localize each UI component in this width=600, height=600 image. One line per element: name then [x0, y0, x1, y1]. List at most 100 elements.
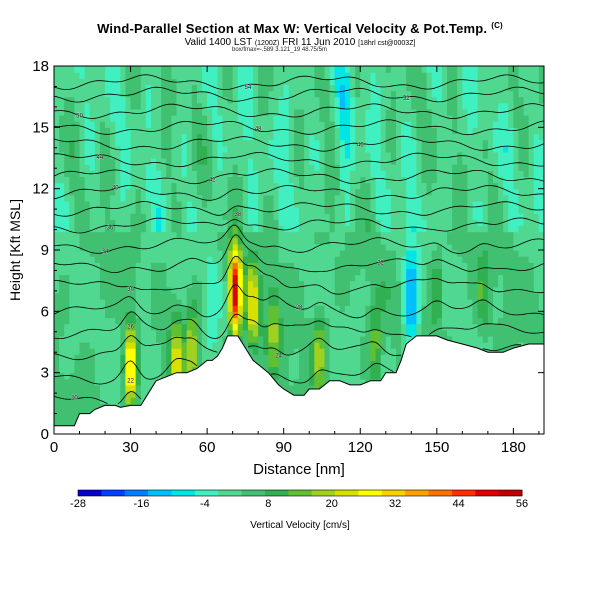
- velocity-cell: [293, 286, 300, 294]
- velocity-cell: [258, 311, 264, 319]
- velocity-cell: [441, 170, 448, 177]
- velocity-cell: [355, 286, 361, 294]
- velocity-cell: [110, 384, 116, 392]
- velocity-cell: [161, 329, 167, 337]
- velocity-cell: [145, 200, 152, 208]
- velocity-cell: [105, 102, 111, 110]
- velocity-cell: [79, 170, 86, 177]
- velocity-cell: [375, 329, 382, 337]
- velocity-cell: [365, 121, 372, 128]
- velocity-cell: [120, 115, 127, 122]
- velocity-cell: [390, 354, 397, 361]
- velocity-cell: [161, 170, 167, 177]
- velocity-cell: [467, 164, 474, 171]
- velocity-cell: [263, 219, 269, 227]
- velocity-cell: [74, 188, 81, 196]
- velocity-cell: [365, 225, 372, 233]
- velocity-cell: [84, 323, 91, 331]
- velocity-cell: [171, 121, 178, 128]
- velocity-cell: [74, 372, 81, 380]
- velocity-cell: [355, 121, 361, 128]
- velocity-cell: [196, 127, 203, 135]
- velocity-cell: [395, 176, 402, 184]
- velocity-cell: [426, 250, 433, 257]
- velocity-cell: [171, 360, 178, 368]
- velocity-cell: [457, 182, 463, 190]
- velocity-cell: [232, 102, 239, 110]
- velocity-cell: [222, 66, 229, 73]
- velocity-cell: [395, 280, 402, 288]
- velocity-cell: [309, 121, 315, 128]
- velocity-cell: [69, 90, 76, 98]
- velocity-cell: [110, 335, 116, 343]
- velocity-cell: [222, 213, 229, 220]
- velocity-cell: [268, 102, 275, 110]
- velocity-cell: [431, 317, 438, 325]
- velocity-cell: [161, 354, 167, 361]
- velocity-cell: [472, 342, 479, 349]
- valid-time: Valid 1400 LST: [184, 37, 253, 48]
- velocity-cell: [283, 158, 290, 165]
- velocity-cell: [385, 108, 392, 116]
- velocity-cell: [283, 384, 290, 392]
- velocity-cell: [380, 305, 387, 312]
- velocity-cell: [125, 127, 132, 135]
- velocity-cell: [125, 366, 132, 374]
- velocity-cell: [416, 237, 423, 245]
- velocity-cell: [145, 354, 152, 361]
- velocity-cell: [232, 225, 239, 233]
- velocity-cell: [150, 90, 157, 98]
- velocity-cell: [181, 323, 188, 331]
- velocity-cell: [344, 102, 351, 110]
- velocity-cell: [447, 145, 453, 153]
- velocity-cell: [283, 280, 290, 288]
- velocity-cell: [242, 115, 249, 122]
- velocity-cell: [130, 292, 137, 300]
- velocity-cell: [145, 360, 152, 368]
- velocity-cell: [207, 225, 213, 233]
- chart-title-text: Wind-Parallel Section at Max W: Vertical…: [97, 21, 488, 36]
- velocity-cell: [115, 292, 121, 300]
- velocity-cell: [212, 200, 218, 208]
- velocity-cell: [74, 366, 81, 374]
- velocity-cell: [319, 176, 326, 184]
- velocity-cell: [467, 115, 474, 122]
- velocity-cell: [94, 164, 101, 171]
- velocity-cell: [273, 108, 280, 116]
- velocity-cell: [242, 342, 249, 349]
- velocity-cell: [283, 366, 290, 374]
- velocity-cell: [390, 164, 397, 171]
- velocity-cell: [462, 66, 469, 73]
- velocity-cell: [339, 342, 346, 349]
- velocity-cell: [247, 243, 254, 251]
- velocity-cell: [467, 176, 474, 184]
- velocity-cell: [416, 78, 423, 85]
- velocity-cell: [268, 188, 275, 196]
- velocity-cell: [411, 200, 417, 208]
- velocity-cell: [344, 207, 351, 214]
- velocity-cell: [431, 237, 438, 245]
- velocity-cell: [263, 256, 269, 263]
- velocity-cell: [309, 262, 315, 269]
- velocity-cell: [258, 127, 264, 135]
- velocity-cell: [181, 305, 188, 312]
- velocity-cell: [79, 299, 86, 306]
- velocity-cell: [59, 78, 65, 85]
- velocity-cell: [385, 72, 392, 79]
- velocity-cell: [309, 292, 315, 300]
- velocity-cell: [441, 292, 448, 300]
- velocity-cell: [161, 194, 167, 202]
- velocity-cell: [237, 231, 244, 239]
- velocity-cell: [125, 84, 132, 92]
- velocity-cell: [441, 121, 448, 128]
- velocity-cell: [380, 237, 387, 245]
- velocity-cell: [360, 237, 366, 245]
- velocity-cell: [105, 96, 111, 104]
- velocity-cell: [150, 145, 157, 153]
- velocity-cell: [339, 250, 346, 257]
- velocity-cell: [350, 66, 356, 73]
- velocity-cell: [390, 72, 397, 79]
- velocity-cell: [196, 207, 203, 214]
- velocity-cell: [207, 256, 213, 263]
- velocity-cell: [74, 305, 81, 312]
